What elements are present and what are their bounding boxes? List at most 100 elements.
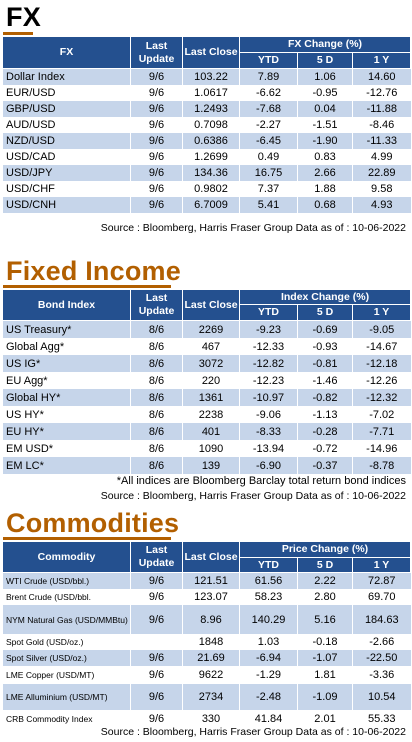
row-ytd: 140.29 — [239, 605, 298, 634]
table-row: EM USD* 8/6 1090 -13.94 -0.72 -14.96 — [2, 440, 411, 457]
row-last-update: 9/6 — [130, 149, 183, 165]
table-row: AUD/USD 9/6 0.7098 -2.27 -1.51 -8.46 — [2, 117, 411, 133]
table-row: EU HY* 8/6 401 -8.33 -0.28 -7.71 — [2, 423, 411, 440]
row-ytd: 58.23 — [239, 589, 298, 605]
row-1y: 4.99 — [352, 149, 411, 165]
fx-title-underline — [3, 32, 33, 35]
row-ytd: 16.75 — [239, 165, 298, 181]
table-row: US HY* 8/6 2238 -9.06 -1.13 -7.02 — [2, 406, 411, 423]
row-name: Dollar Index — [2, 68, 131, 85]
row-last-close: 0.9802 — [182, 181, 240, 197]
row-name: USD/CAD — [2, 149, 131, 165]
row-name: NZD/USD — [2, 133, 131, 149]
row-5d: 0.83 — [297, 149, 353, 165]
fx-header-ytd: YTD — [239, 52, 298, 69]
row-name: US HY* — [2, 406, 131, 423]
fx-header-5d: 5 D — [297, 52, 353, 69]
fi-header-last-update: Last Update — [130, 289, 183, 321]
row-last-update: 9/6 — [130, 117, 183, 133]
row-ytd: -6.62 — [239, 85, 298, 101]
row-name: EM USD* — [2, 440, 131, 457]
row-ytd: -6.94 — [239, 650, 298, 666]
row-5d: 2.01 — [297, 710, 353, 728]
row-name: EUR/USD — [2, 85, 131, 101]
table-row: Spot Gold (USD/oz.) 1848 1.03 -0.18 -2.66 — [2, 634, 411, 650]
row-1y: -14.96 — [351, 440, 411, 457]
row-1y: -7.02 — [351, 406, 411, 423]
table-row: USD/CHF 9/6 0.9802 7.37 1.88 9.58 — [2, 181, 411, 197]
fi-header-ytd: YTD — [239, 304, 298, 321]
table-row: CRB Commodity Index 9/6 330 41.84 2.01 55.33 — [2, 710, 411, 728]
row-ytd: -12.23 — [239, 372, 298, 389]
row-last-update: 9/6 — [130, 572, 183, 589]
row-last-update: 9/6 — [130, 133, 183, 149]
table-row: USD/JPY 9/6 134.36 16.75 2.66 22.89 — [2, 165, 411, 181]
row-5d: -0.93 — [297, 338, 353, 355]
table-row: LME Alluminium (USD/MT) 9/6 2734 -2.48 -1.09… — [2, 684, 411, 710]
table-row: Global Agg* 8/6 467 -12.33 -0.93 -14.67 — [2, 338, 411, 355]
row-name: Global Agg* — [2, 338, 131, 355]
fx-table: FX Last Update Last Close FX Change (%) … — [2, 36, 411, 213]
row-1y: -12.18 — [351, 355, 411, 372]
commodities-source: Source : Bloomberg, Harris Fraser Group … — [100, 726, 406, 738]
row-last-update: 9/6 — [130, 666, 183, 684]
table-row: EM LC* 8/6 139 -6.90 -0.37 -8.78 — [2, 457, 411, 474]
commodities-title-underline — [3, 537, 171, 540]
table-row: Brent Crude (USD/bbl. 9/6 123.07 58.23 2.80 6… — [2, 589, 411, 605]
row-name: USD/JPY — [2, 165, 131, 181]
row-last-close: 123.07 — [182, 589, 240, 605]
fx-source: Source : Bloomberg, Harris Fraser Group … — [100, 222, 406, 234]
table-row: NZD/USD 9/6 0.6386 -6.45 -1.90 -11.33 — [2, 133, 411, 149]
row-ytd: -13.94 — [239, 440, 298, 457]
row-last-close: 1.2699 — [182, 149, 240, 165]
row-last-update: 9/6 — [130, 85, 183, 101]
row-last-close: 6.7009 — [182, 197, 240, 213]
row-ytd: -9.23 — [239, 320, 298, 338]
table-row: US Treasury* 8/6 2269 -9.23 -0.69 -9.05 — [2, 320, 411, 338]
table-row: Spot Silver (USD/oz.) 9/6 21.69 -6.94 -1.07-… — [2, 650, 411, 666]
row-last-close: 21.69 — [182, 650, 240, 666]
row-last-close: 2269 — [182, 320, 240, 338]
row-ytd: 1.03 — [239, 634, 298, 650]
row-ytd: 41.84 — [239, 710, 298, 728]
row-name: GBP/USD — [2, 101, 131, 117]
row-5d: 2.22 — [297, 572, 353, 589]
row-1y: 72.87 — [351, 572, 411, 589]
row-5d: -0.81 — [297, 355, 353, 372]
row-1y: -11.33 — [352, 133, 411, 149]
row-1y: 69.70 — [351, 589, 411, 605]
row-5d: 1.81 — [297, 666, 353, 684]
row-1y: -14.67 — [351, 338, 411, 355]
row-last-update: 9/6 — [130, 684, 183, 710]
row-5d: 1.06 — [297, 68, 353, 85]
table-row: Dollar Index 9/6 103.22 7.89 1.06 14.60 — [2, 68, 411, 85]
row-name: Brent Crude (USD/bbl. — [2, 589, 131, 605]
row-name: NYM Natural Gas (USD/MMBtu) — [2, 605, 131, 634]
row-name: USD/CNH — [2, 197, 131, 213]
commodities-table-body: WTI Crude (USD/bbl.) 9/6 121.51 61.56 2.22 72… — [2, 572, 411, 728]
row-last-close: 0.6386 — [182, 133, 240, 149]
row-1y: -2.66 — [351, 634, 411, 650]
row-last-close: 2238 — [182, 406, 240, 423]
fi-header-1y: 1 Y — [351, 304, 412, 321]
row-5d: -1.51 — [297, 117, 353, 133]
commodities-table: Commodity Last Update Last Close Price C… — [2, 541, 412, 728]
fixed-income-title: Fixed Income — [6, 256, 181, 286]
row-last-close: 9622 — [182, 666, 240, 684]
commod-header-last-update: Last Update — [130, 541, 183, 573]
row-last-update: 8/6 — [130, 457, 183, 474]
commodities-title: Commodities — [6, 508, 180, 538]
table-row: LME Copper (USD/MT) 9/6 9622 -1.29 1.81 -3.36 — [2, 666, 411, 684]
row-1y: 14.60 — [352, 68, 411, 85]
row-5d: 5.16 — [297, 605, 353, 634]
row-last-update: 9/6 — [130, 101, 183, 117]
row-5d: -0.18 — [297, 634, 353, 650]
row-1y: -12.32 — [351, 389, 411, 406]
row-ytd: 7.37 — [239, 181, 298, 197]
row-ytd: -1.29 — [239, 666, 298, 684]
row-5d: -0.82 — [297, 389, 353, 406]
row-ytd: 61.56 — [239, 572, 298, 589]
fixed-income-note: *All indices are Bloomberg Barclay total… — [116, 475, 406, 487]
row-last-close: 2734 — [182, 684, 240, 710]
fx-title: FX — [6, 2, 41, 32]
